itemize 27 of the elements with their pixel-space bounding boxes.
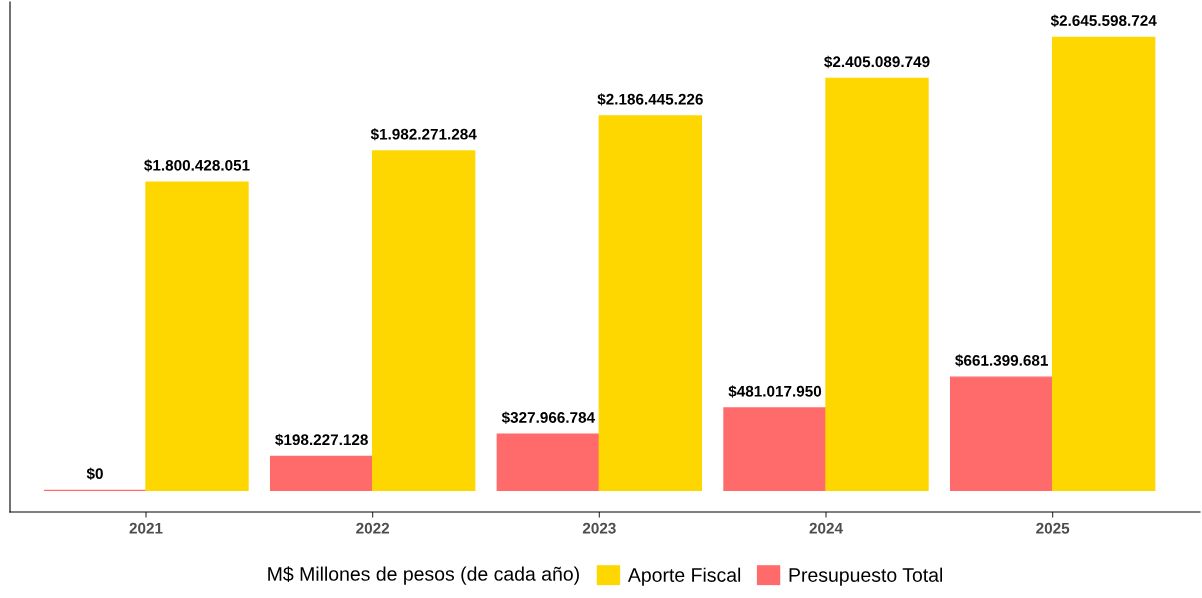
legend-label: Presupuesto Total bbox=[789, 567, 943, 586]
x-tick-label: 2024 bbox=[809, 522, 843, 534]
data-label: $2.405.089.749 bbox=[824, 55, 930, 69]
data-label: $2.645.598.724 bbox=[1050, 14, 1157, 27]
x-tick-label: 2025 bbox=[1036, 522, 1070, 534]
bar bbox=[723, 407, 827, 492]
bar bbox=[371, 150, 476, 492]
data-label: $1.982.271.284 bbox=[370, 128, 477, 141]
data-label: $1.800.428.051 bbox=[144, 159, 250, 172]
bar bbox=[825, 77, 929, 492]
x-tick-label: 2022 bbox=[356, 522, 390, 534]
bar bbox=[145, 181, 249, 492]
bar bbox=[269, 455, 374, 492]
data-label: $198.227.128 bbox=[275, 433, 368, 447]
bar bbox=[949, 376, 1054, 492]
data-label: $481.017.950 bbox=[728, 385, 822, 398]
bar bbox=[1051, 36, 1156, 492]
data-label: $0 bbox=[86, 467, 103, 481]
data-label: $661.399.681 bbox=[955, 354, 1048, 367]
legend-label: Aporte Fiscal bbox=[627, 567, 741, 586]
bar bbox=[598, 115, 703, 492]
bar bbox=[496, 433, 601, 492]
data-label: $327.966.784 bbox=[501, 411, 595, 424]
x-tick-label: 2021 bbox=[129, 522, 163, 534]
x-tick-label: 2023 bbox=[582, 522, 616, 534]
data-label: $2.186.445.226 bbox=[597, 93, 703, 106]
legend-title: M$ Millones de pesos (de cada año) bbox=[268, 566, 579, 585]
